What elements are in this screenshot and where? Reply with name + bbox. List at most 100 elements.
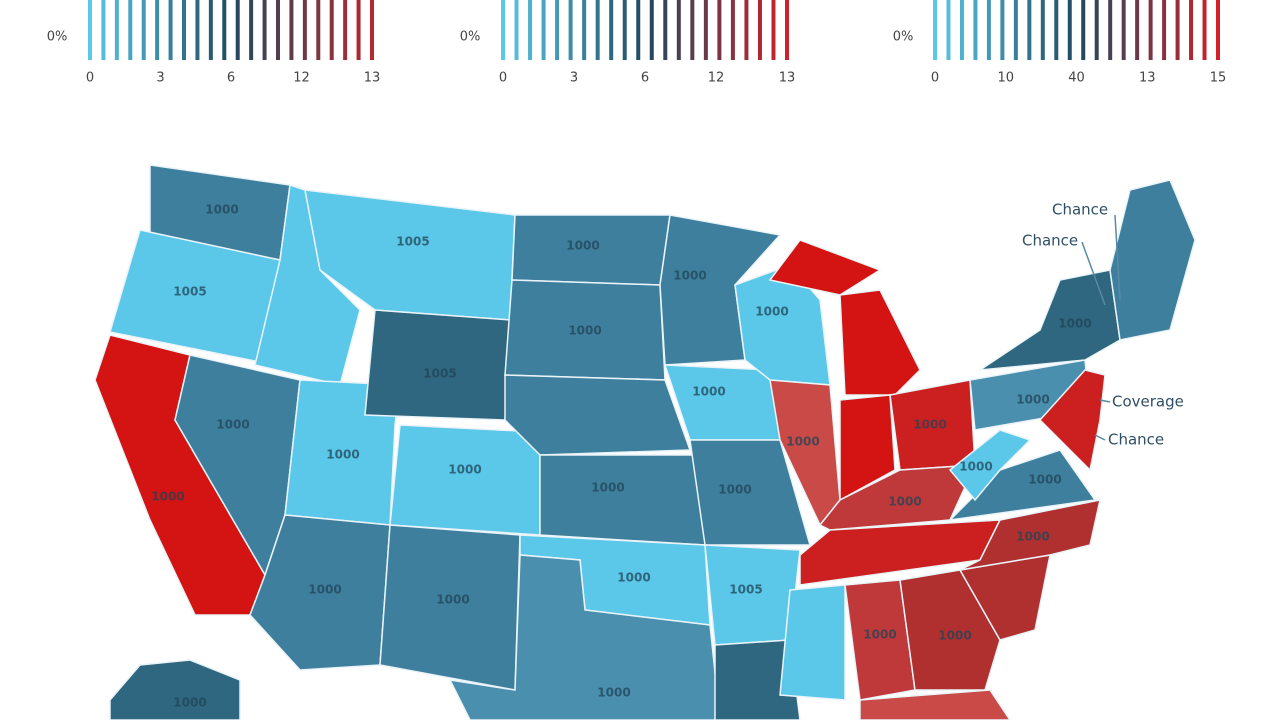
legend-tick-label: 6 (641, 71, 649, 86)
state (779, 584, 846, 701)
legend-stripe (155, 0, 160, 60)
state-label: 1000 (863, 628, 896, 642)
legend-stripe (946, 0, 951, 60)
legend-stripe (1108, 0, 1113, 60)
state-label: 1000 (938, 629, 971, 643)
legend-tick-label: 40 (1068, 71, 1085, 86)
state-label: 1000 (673, 269, 706, 283)
state-label: 1000 (308, 583, 341, 597)
state-label: 1005 (396, 235, 429, 249)
legend-stripe (114, 0, 119, 60)
legend-stripe (128, 0, 133, 60)
legend-stripe (757, 0, 762, 60)
legend-stripe (101, 0, 106, 60)
legend-stripe (636, 0, 641, 60)
legend-stripe (88, 0, 92, 60)
legend-tick-label: 13 (779, 71, 796, 86)
state (1038, 369, 1106, 472)
state (714, 639, 801, 720)
state-label: 1000 (597, 686, 630, 700)
legend-stripe (1054, 0, 1059, 60)
legend-axis-label: 0% (47, 30, 68, 45)
legend-stripe (785, 0, 789, 60)
legend-stripe (609, 0, 614, 60)
leader-line (1094, 434, 1106, 441)
legend-stripe (595, 0, 600, 60)
state-label: 1000 (1016, 393, 1049, 407)
state (389, 424, 541, 536)
state-label: 1000 (786, 435, 819, 449)
legend-tick-label: 0 (931, 71, 939, 86)
legend-stripe (959, 0, 964, 60)
legend-stripe (1040, 0, 1045, 60)
legend-stripe (541, 0, 546, 60)
legend-stripe (289, 0, 294, 60)
legend-stripe (141, 0, 146, 60)
state-label: 1000 (436, 593, 469, 607)
state-label: 1000 (1016, 530, 1049, 544)
legend-stripe (1216, 0, 1220, 60)
state (859, 689, 1011, 720)
legend-tick-label: 3 (156, 71, 164, 86)
legend-tick-label: 3 (570, 71, 578, 86)
legend-stripe (356, 0, 361, 60)
legend-stripe (676, 0, 681, 60)
legend-stripe (1175, 0, 1180, 60)
legend-stripe (1000, 0, 1005, 60)
state-label: 1005 (173, 285, 206, 299)
legend-stripe (514, 0, 519, 60)
state-label: 1000 (617, 571, 650, 585)
state (109, 659, 241, 720)
legend-stripe (208, 0, 213, 60)
legend-tick-label: 13 (1139, 71, 1156, 86)
legends: 0% 0 3 6 12 13 0% 0 3 6 12 13 0% 0 10 40 13 15 (47, 0, 1227, 86)
legend-stripe (622, 0, 627, 60)
annotation: Chance (1108, 431, 1164, 449)
legend-tick-label: 0 (499, 71, 507, 86)
legend-stripe (744, 0, 749, 60)
legend-stripe (316, 0, 321, 60)
state-label: 1000 (959, 460, 992, 474)
legend-stripe (649, 0, 654, 60)
legend-stripe (973, 0, 978, 60)
state-label: 1000 (913, 418, 946, 432)
annotation-leaders (1081, 214, 1121, 441)
legend-tick-label: 13 (364, 71, 381, 86)
legend-tick-label: 12 (293, 71, 310, 86)
legend-axis-label: 0% (460, 30, 481, 45)
state (959, 499, 1101, 571)
state (689, 439, 811, 546)
annotation: Coverage (1112, 393, 1184, 411)
legend-stripe (168, 0, 173, 60)
legend-stripe (582, 0, 587, 60)
state-label: 1000 (718, 483, 751, 497)
legend-stripe (568, 0, 573, 60)
legend-stripe (986, 0, 991, 60)
legend-stripe (370, 0, 374, 60)
legend-stripe (343, 0, 348, 60)
state-label: 1000 (566, 239, 599, 253)
legend-stripe (663, 0, 668, 60)
legend-stripe (717, 0, 722, 60)
legend-stripe (771, 0, 776, 60)
legend-stripe (1148, 0, 1153, 60)
legend-stripe (1162, 0, 1167, 60)
state (839, 394, 896, 502)
state (448, 554, 721, 720)
legend-tick-label: 15 (1210, 71, 1227, 86)
legend-stripe (249, 0, 254, 60)
legend-stripe (1202, 0, 1207, 60)
legend-stripe (1013, 0, 1018, 60)
state-label: 1000 (591, 481, 624, 495)
legend-stripe (302, 0, 307, 60)
leader-line (1099, 399, 1111, 403)
legend-stripe (690, 0, 695, 60)
state-label: 1000 (888, 495, 921, 509)
legend-tick-label: 0 (86, 71, 94, 86)
annotation: Chance (1052, 201, 1108, 219)
leader-line (1114, 214, 1121, 301)
legend-stripe (235, 0, 240, 60)
legend-stripe (1121, 0, 1126, 60)
state (504, 374, 692, 456)
